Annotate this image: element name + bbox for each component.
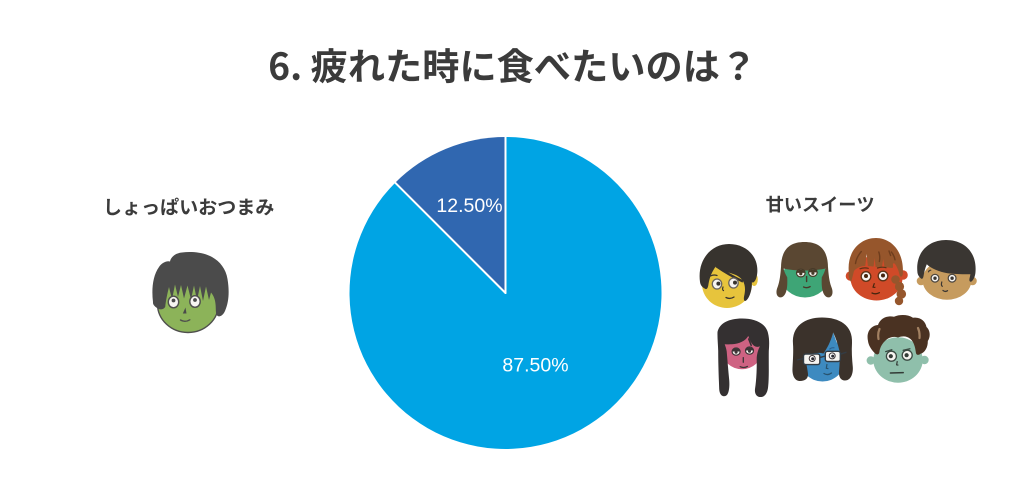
svg-text:87.50%: 87.50%	[502, 354, 568, 376]
svg-text:12.50%: 12.50%	[436, 195, 502, 217]
